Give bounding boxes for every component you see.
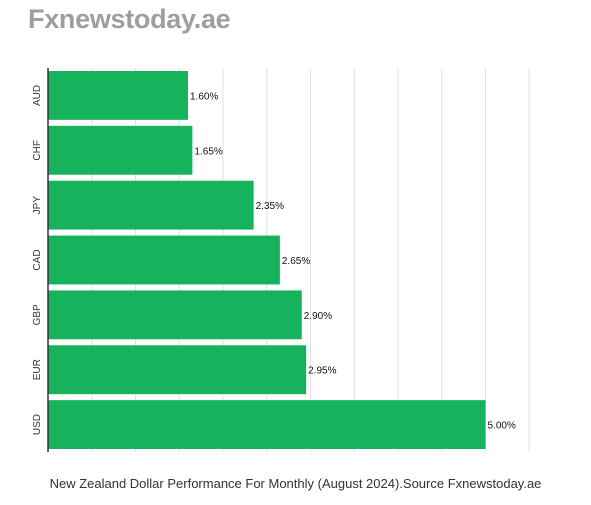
bar-gbp (48, 290, 302, 340)
category-label-gbp: GBP (32, 304, 43, 325)
category-label-chf: CHF (32, 140, 43, 161)
bar-aud (48, 71, 188, 120)
chart-caption: New Zealand Dollar Performance For Month… (49, 476, 542, 491)
value-label-eur: 2.95% (308, 366, 336, 377)
bar-chf (48, 125, 193, 175)
bar-chart: 1.60% AUD 1.65% CHF 2.35% JPY 2.65% CAD 2.90% GBP… (32, 68, 530, 452)
value-label-aud: 1.60% (190, 91, 218, 102)
bar-usd (48, 400, 486, 449)
value-label-chf: 1.65% (194, 146, 222, 157)
brand-logo-text: Fxnewstoday.ae (28, 4, 231, 34)
value-label-cad: 2.65% (282, 256, 310, 267)
bar-cad (48, 235, 280, 285)
bar-eur (48, 345, 307, 395)
value-label-usd: 5.00% (488, 421, 516, 432)
category-label-cad: CAD (32, 249, 43, 270)
value-label-gbp: 2.90% (304, 311, 332, 322)
bar-jpy (48, 180, 254, 230)
category-label-aud: AUD (32, 85, 43, 106)
category-label-usd: USD (32, 414, 43, 435)
value-label-jpy: 2.35% (256, 201, 284, 212)
category-label-eur: EUR (32, 359, 43, 380)
category-label-jpy: JPY (32, 196, 43, 215)
